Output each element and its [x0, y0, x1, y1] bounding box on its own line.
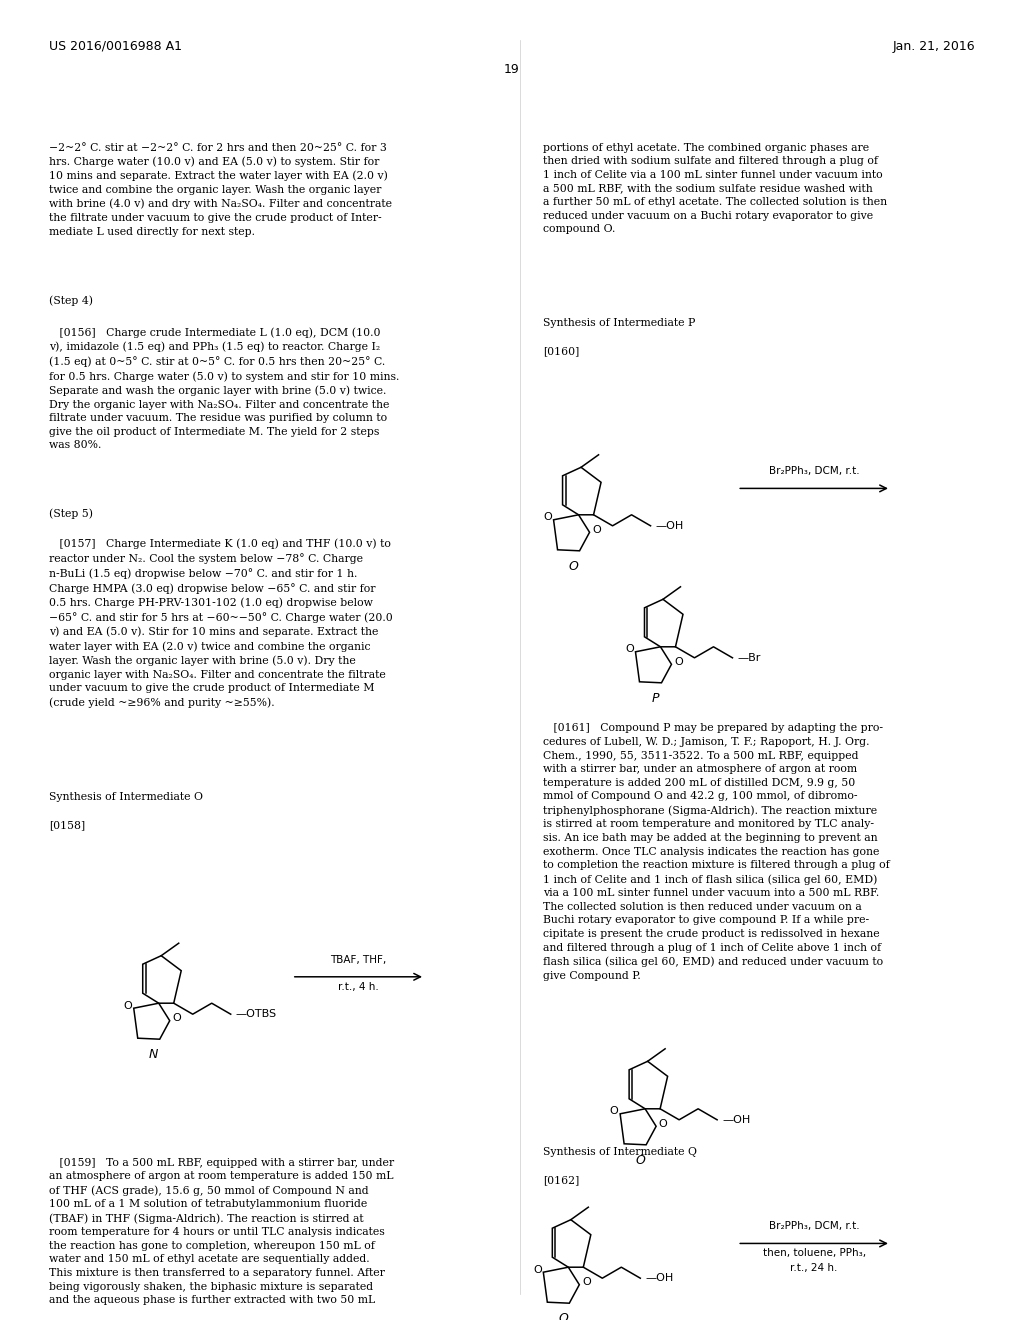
Text: Synthesis of Intermediate P: Synthesis of Intermediate P — [543, 318, 695, 329]
Text: [0157]   Charge Intermediate K (1.0 eq) and THF (10.0 v) to
reactor under N₂. Co: [0157] Charge Intermediate K (1.0 eq) an… — [49, 539, 393, 708]
Text: portions of ethyl acetate. The combined organic phases are
then dried with sodiu: portions of ethyl acetate. The combined … — [543, 143, 887, 234]
Text: O: O — [558, 1312, 568, 1320]
Text: [0156]   Charge crude Intermediate L (1.0 eq), DCM (10.0
v), imidazole (1.5 eq) : [0156] Charge crude Intermediate L (1.0 … — [49, 327, 399, 450]
Text: O: O — [658, 1119, 668, 1129]
Text: —OTBS: —OTBS — [236, 1010, 276, 1019]
Text: O: O — [568, 560, 579, 573]
Text: Synthesis of Intermediate Q: Synthesis of Intermediate Q — [543, 1147, 696, 1158]
Text: 19: 19 — [504, 63, 520, 77]
Text: —OH: —OH — [722, 1115, 751, 1125]
Text: r.t., 4 h.: r.t., 4 h. — [338, 982, 379, 991]
Text: US 2016/0016988 A1: US 2016/0016988 A1 — [49, 40, 182, 53]
Text: Synthesis of Intermediate O: Synthesis of Intermediate O — [49, 792, 203, 803]
Text: —OH: —OH — [645, 1274, 674, 1283]
Text: O: O — [609, 1106, 618, 1117]
Text: Jan. 21, 2016: Jan. 21, 2016 — [892, 40, 975, 53]
Text: −2~2° C. stir at −2~2° C. for 2 hrs and then 20~25° C. for 3
hrs. Charge water (: −2~2° C. stir at −2~2° C. for 2 hrs and … — [49, 143, 392, 236]
Text: (Step 4): (Step 4) — [49, 296, 93, 306]
Text: then, toluene, PPh₃,: then, toluene, PPh₃, — [763, 1249, 865, 1258]
Text: [0158]: [0158] — [49, 820, 85, 830]
Text: O: O — [543, 512, 552, 523]
Text: r.t., 24 h.: r.t., 24 h. — [791, 1263, 838, 1274]
Text: Br₂PPh₃, DCM, r.t.: Br₂PPh₃, DCM, r.t. — [769, 466, 859, 477]
Text: O: O — [582, 1278, 591, 1287]
Text: O: O — [123, 1001, 132, 1011]
Text: [0160]: [0160] — [543, 346, 579, 356]
Text: O: O — [635, 1154, 645, 1167]
Text: —OH: —OH — [655, 521, 684, 531]
Text: TBAF, THF,: TBAF, THF, — [331, 954, 386, 965]
Text: O: O — [172, 1014, 181, 1023]
Text: [0162]: [0162] — [543, 1175, 579, 1185]
Text: O: O — [532, 1265, 542, 1275]
Text: O: O — [674, 657, 683, 667]
Text: [0159]   To a 500 mL RBF, equipped with a stirrer bar, under
an atmosphere of ar: [0159] To a 500 mL RBF, equipped with a … — [49, 1158, 394, 1305]
Text: —Br: —Br — [737, 653, 761, 663]
Text: Br₂PPh₃, DCM, r.t.: Br₂PPh₃, DCM, r.t. — [769, 1221, 859, 1232]
Text: O: O — [625, 644, 634, 655]
Text: N: N — [150, 1048, 159, 1061]
Text: [0161]   Compound P may be prepared by adapting the pro-
cedures of Lubell, W. D: [0161] Compound P may be prepared by ada… — [543, 723, 890, 981]
Text: O: O — [592, 525, 601, 535]
Text: (Step 5): (Step 5) — [49, 508, 93, 519]
Text: P: P — [651, 692, 659, 705]
